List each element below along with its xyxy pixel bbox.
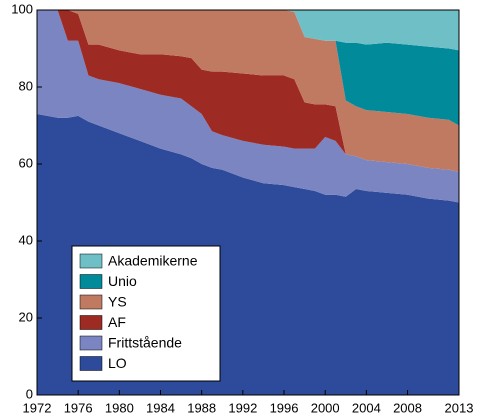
- legend: Akademikerne Unio YS AF Frittstående LO: [71, 245, 221, 382]
- area: [37, 10, 459, 172]
- x-tick-label: 1996: [270, 400, 299, 415]
- legend-swatch: [79, 335, 103, 351]
- legend-swatch: [79, 294, 103, 310]
- area: [37, 10, 459, 126]
- y-tick-label: 20: [19, 309, 33, 324]
- legend-swatch: [79, 356, 103, 371]
- area: [37, 10, 459, 51]
- legend-swatch: [79, 315, 103, 330]
- x-tick-label: 1992: [228, 400, 257, 415]
- plot-frame: [36, 9, 460, 396]
- area: [37, 10, 459, 172]
- legend-label: Akademikerne: [108, 253, 198, 269]
- y-tick-label: 40: [19, 232, 33, 247]
- legend-label: AF: [108, 314, 126, 330]
- x-tick-label: 1980: [105, 400, 134, 415]
- y-tick-label: 80: [19, 78, 33, 93]
- x-tick-label: 2000: [311, 400, 340, 415]
- legend-swatch: [79, 274, 103, 289]
- legend-label: LO: [108, 355, 127, 371]
- area: [37, 10, 459, 203]
- x-tick-label: 1988: [187, 400, 216, 415]
- x-tick-label: 2008: [393, 400, 422, 415]
- y-tick-label: 0: [26, 386, 33, 401]
- x-tick-label: 1976: [64, 400, 93, 415]
- x-tick-label: 2013: [445, 400, 474, 415]
- y-tick-label: 60: [19, 155, 33, 170]
- legend-swatch: [79, 253, 103, 269]
- legend-label: Frittstående: [108, 335, 182, 351]
- legend-label: Unio: [108, 273, 137, 289]
- y-tick-label: 100: [11, 1, 33, 16]
- x-tick-label: 1984: [146, 400, 175, 415]
- legend-label: YS: [108, 294, 127, 310]
- x-tick-label: 2004: [352, 400, 381, 415]
- x-tick-label: 1972: [23, 400, 52, 415]
